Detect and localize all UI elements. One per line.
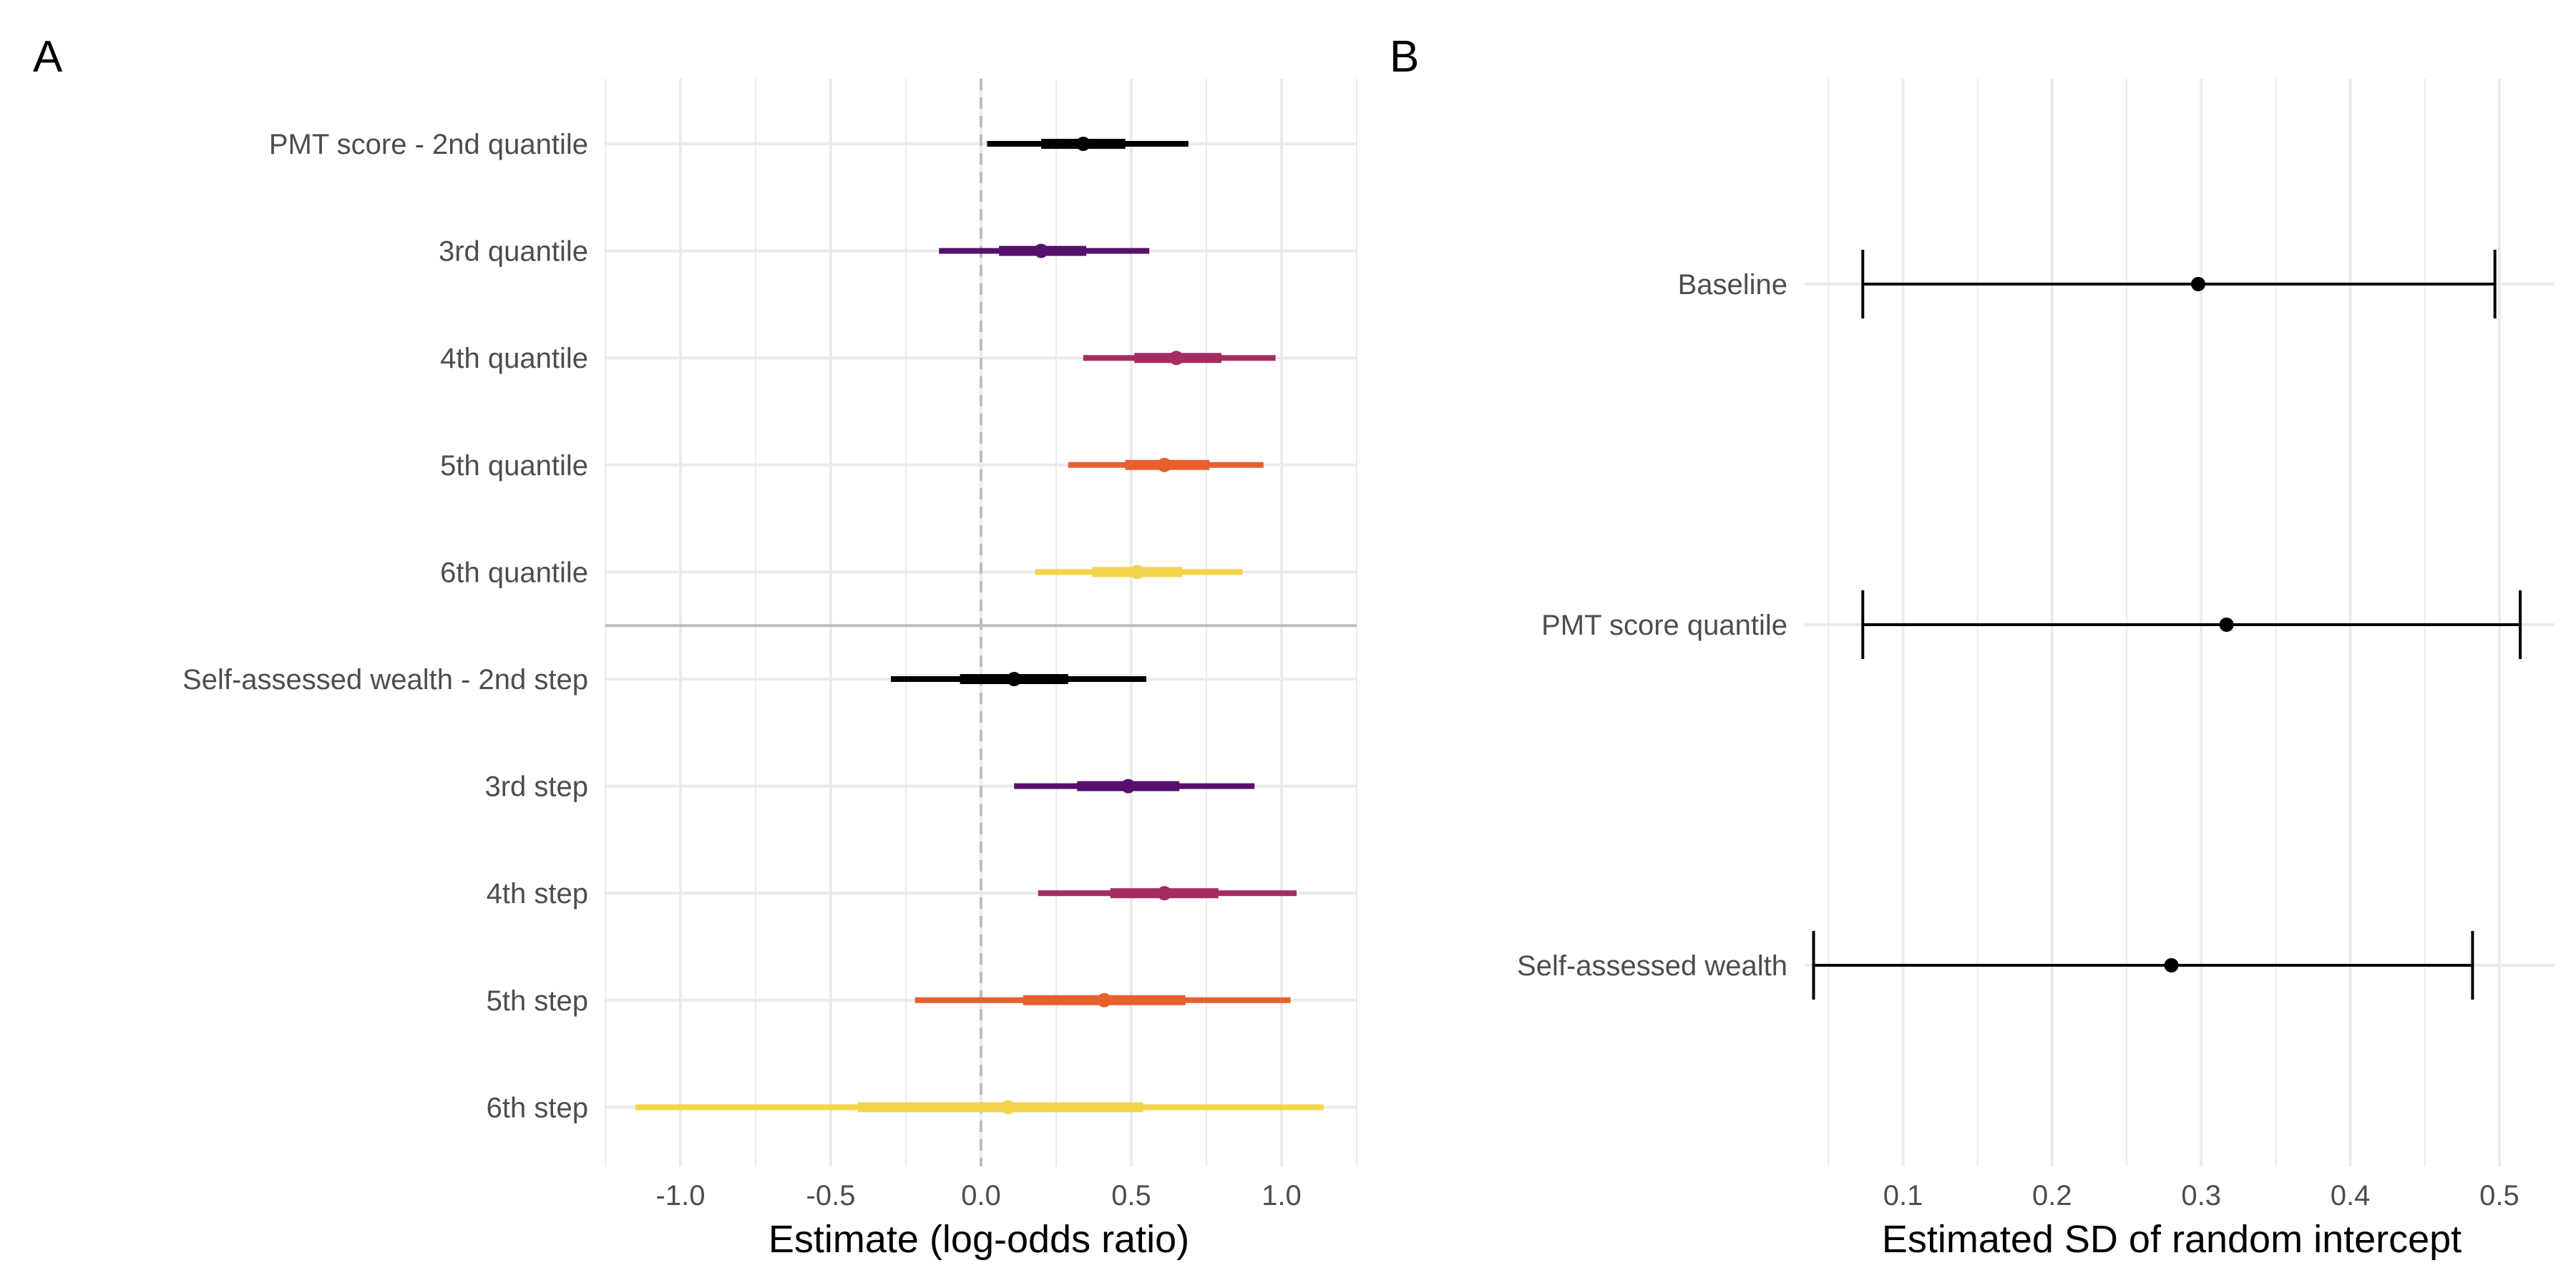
estimate-point (1157, 886, 1172, 901)
category-label: PMT score - 2nd quantile (269, 129, 588, 160)
panel-b-letter: B (1390, 32, 1419, 82)
category-label: 5th step (487, 985, 588, 1017)
estimate-point (1130, 565, 1145, 580)
category-label: 3rd quantile (439, 236, 588, 268)
estimate-point (1169, 351, 1184, 366)
x-tick-label: 0.0 (961, 1180, 1001, 1211)
x-tick-label: 0.1 (1883, 1180, 1923, 1211)
x-tick-label: 0.5 (2479, 1180, 2519, 1211)
estimate-point (1157, 457, 1172, 472)
panel-a-forest-plot: A PMT score - 2nd quantile 3rd quantile 4t… (33, 32, 1357, 1261)
estimate-point (1034, 243, 1048, 258)
panel-b-marks (1812, 250, 2522, 1000)
x-tick-label: 1.0 (1262, 1180, 1302, 1211)
category-label: 6th quantile (440, 557, 588, 588)
panel-a-x-tick-labels: -1.0 -0.5 0.0 0.5 1.0 (656, 1180, 1302, 1211)
panel-b-x-tick-labels: 0.1 0.2 0.3 0.4 0.5 (1883, 1180, 2519, 1211)
estimate-point (1075, 137, 1091, 151)
category-label: Self-assessed wealth (1517, 950, 1787, 982)
estimate-point (1000, 1100, 1015, 1115)
estimate-point (2191, 277, 2206, 291)
category-label: Self-assessed wealth - 2nd step (182, 664, 588, 696)
category-label: PMT score quantile (1541, 610, 1787, 641)
category-label: 5th quantile (440, 450, 588, 482)
panel-b-errorbar-plot: B Baseline PMT score quantile Self-assesse… (1390, 32, 2555, 1261)
panel-a-letter: A (33, 32, 63, 82)
category-label: Baseline (1678, 269, 1787, 301)
estimate-point (2164, 958, 2179, 972)
category-label: 3rd step (484, 771, 588, 803)
panel-a-x-axis-title: Estimate (log-odds ratio) (769, 1218, 1189, 1261)
x-tick-label: 0.2 (2032, 1180, 2072, 1211)
panel-b-grid (1805, 79, 2555, 1166)
panel-b-category-labels: Baseline PMT score quantile Self-assessed … (1517, 269, 1787, 982)
panel-a-marks (635, 137, 1324, 1115)
category-label: 4th quantile (440, 343, 588, 374)
panel-a-category-labels: PMT score - 2nd quantile 3rd quantile 4th … (182, 129, 588, 1123)
estimate-point (1007, 672, 1022, 686)
x-tick-label: 0.3 (2181, 1180, 2221, 1211)
x-tick-label: -1.0 (656, 1180, 706, 1211)
estimate-point (1121, 779, 1136, 794)
panel-b-x-axis-title: Estimated SD of random intercept (1882, 1218, 2462, 1261)
category-label: 4th step (487, 878, 588, 909)
x-tick-label: 0.4 (2331, 1180, 2371, 1211)
estimate-point (1097, 992, 1112, 1008)
category-label: 6th step (487, 1092, 588, 1123)
x-tick-label: 0.5 (1111, 1180, 1151, 1211)
estimate-point (2219, 618, 2234, 632)
x-tick-label: -0.5 (806, 1180, 856, 1211)
